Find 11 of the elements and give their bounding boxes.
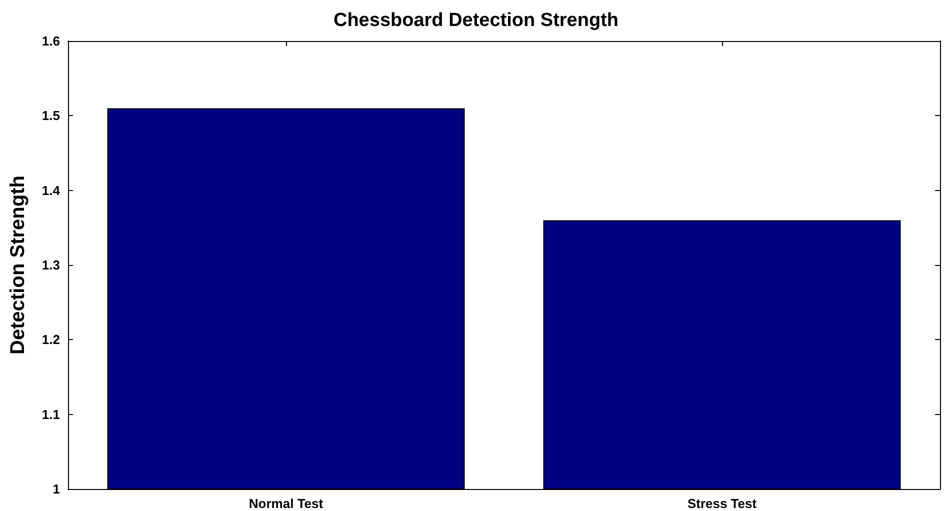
chart-title: Chessboard Detection Strength xyxy=(333,10,619,31)
y-tick-label: 1.6 xyxy=(42,34,60,48)
x-tick-label: Normal Test xyxy=(248,496,324,511)
y-tick-label: 1.2 xyxy=(42,332,60,348)
y-tick-label: 1.5 xyxy=(42,108,60,124)
y-tick-label: 1 xyxy=(52,482,60,496)
x-tick-label: Stress Test xyxy=(687,496,758,511)
y-tick-label: 1.4 xyxy=(42,182,61,198)
y-tick-label: 1.3 xyxy=(42,258,60,272)
y-axis-title: Detection Strength xyxy=(7,176,29,354)
y-tick-label: 1.1 xyxy=(42,406,60,422)
